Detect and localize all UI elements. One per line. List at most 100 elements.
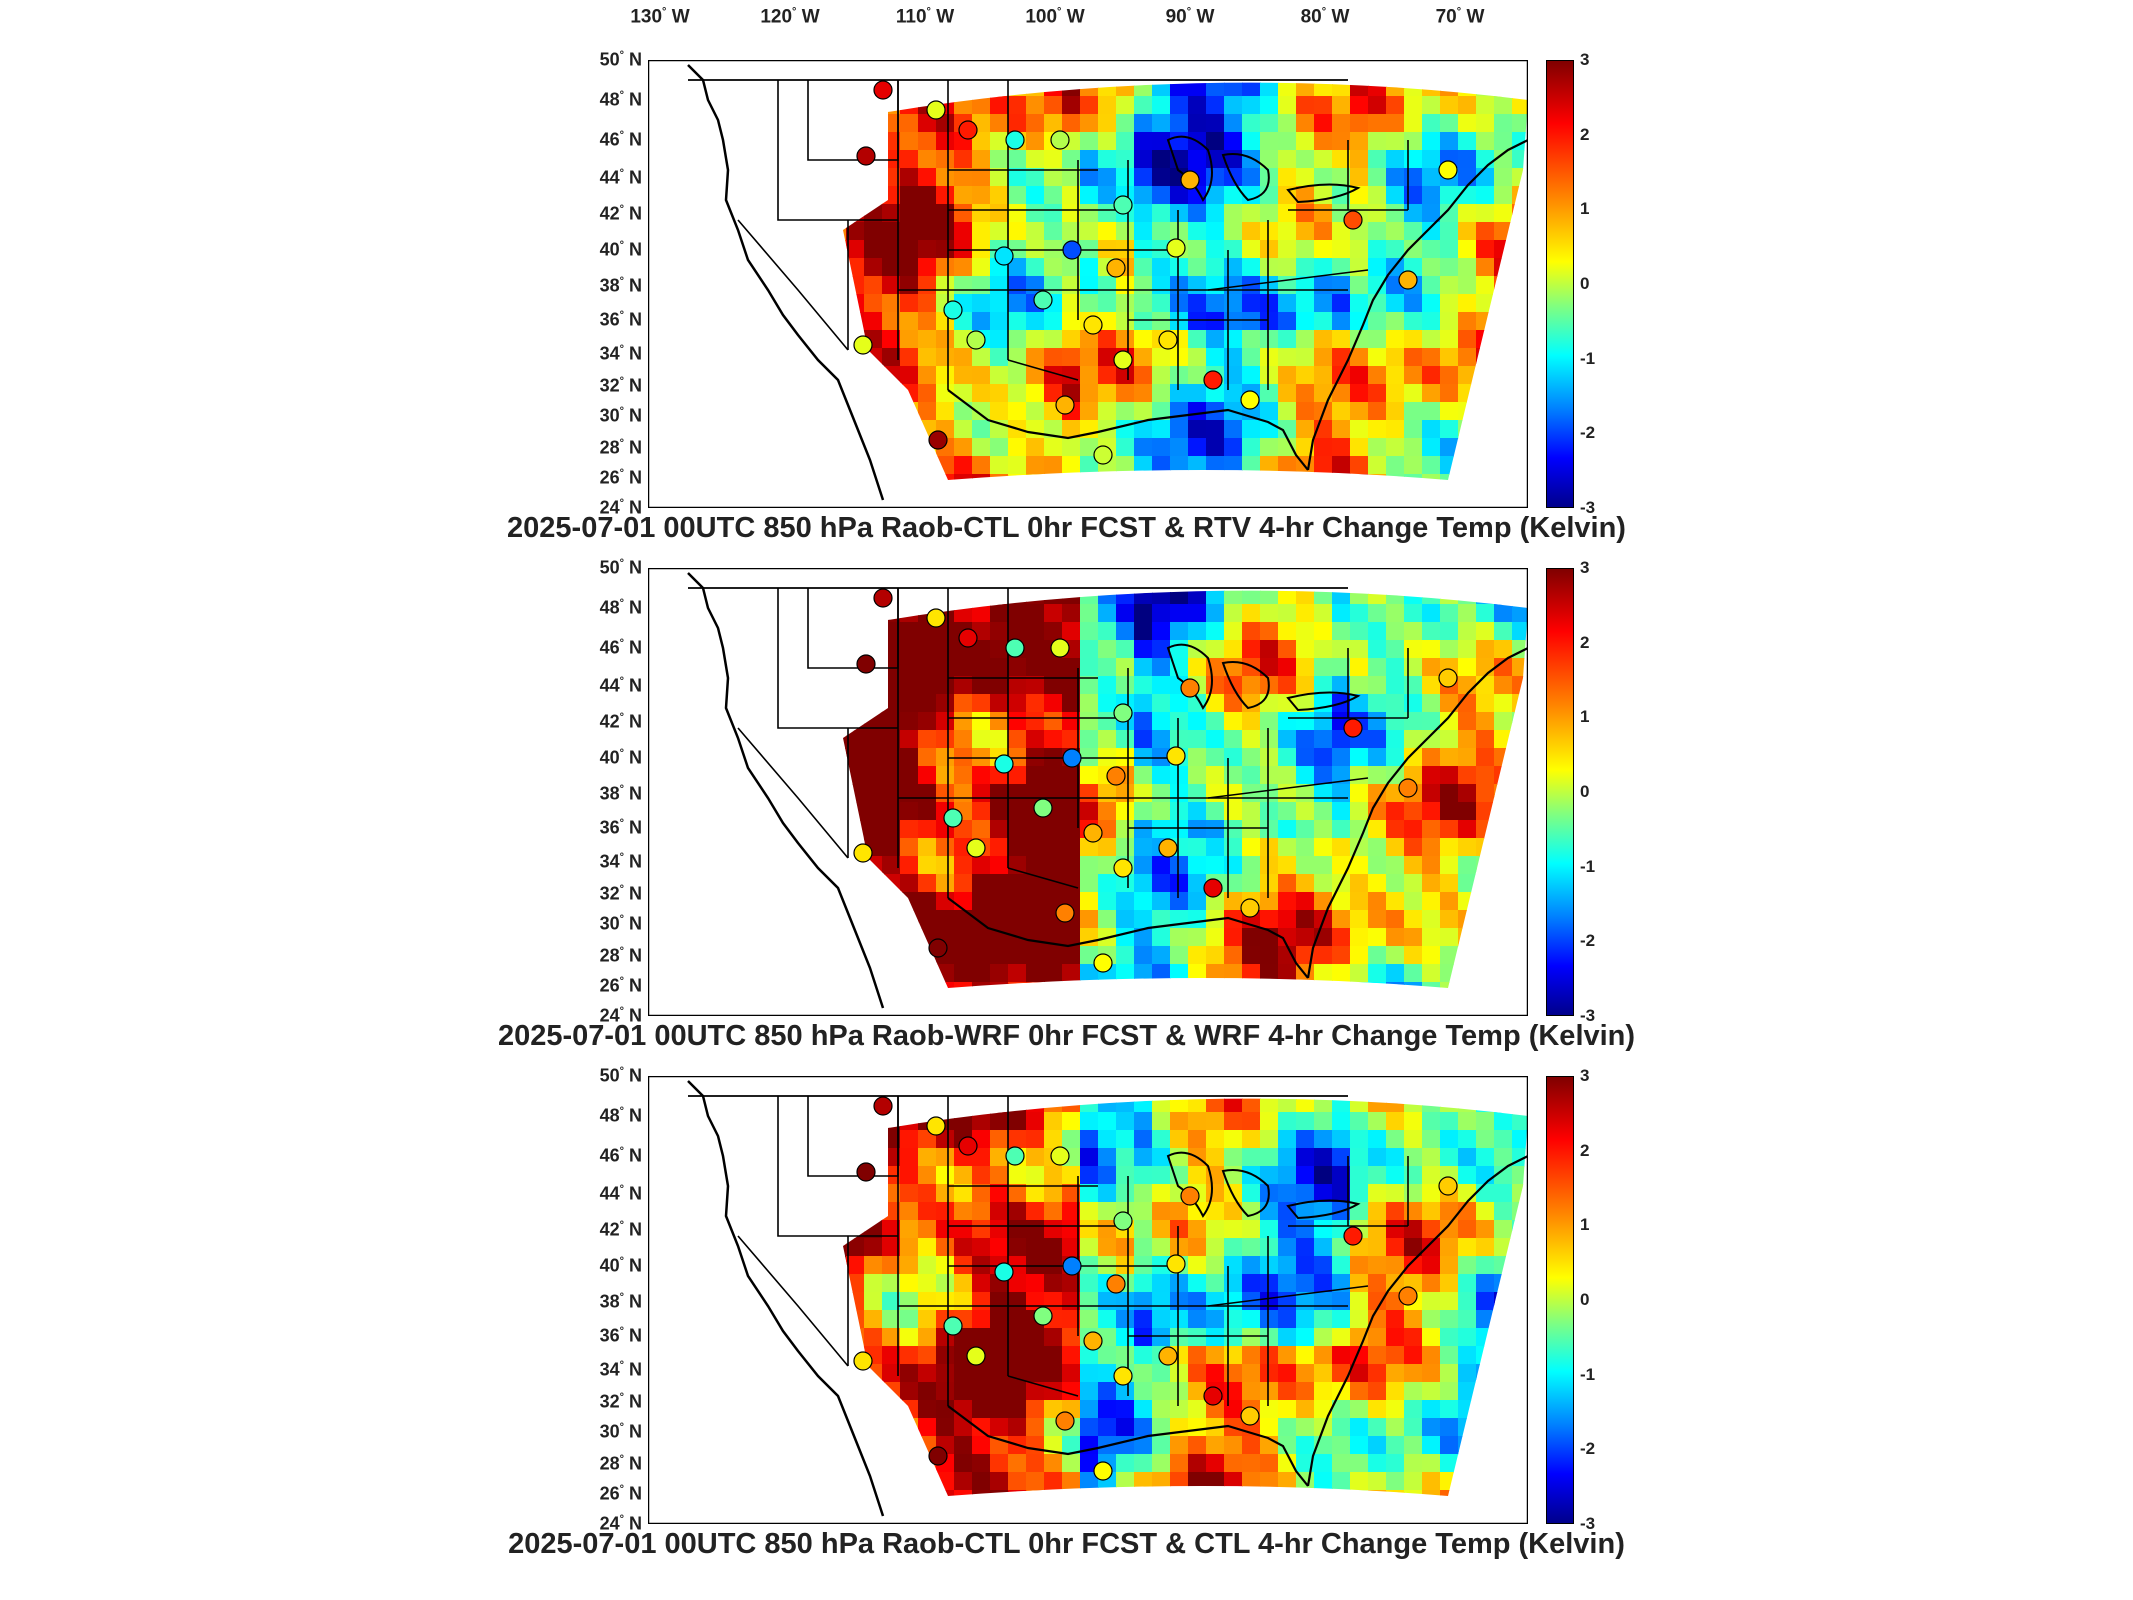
field-cell (1314, 1166, 1333, 1185)
field-cell (1404, 1346, 1423, 1365)
raob-station-marker (994, 1262, 1014, 1282)
field-cell (1026, 312, 1045, 331)
field-cell (1152, 258, 1171, 277)
field-cell (1440, 640, 1459, 659)
field-cell (1080, 96, 1099, 115)
field-cell (1008, 820, 1027, 839)
field-cell (1368, 892, 1387, 911)
field-cell (1440, 748, 1459, 767)
field-cell (972, 640, 991, 659)
field-cell (1188, 928, 1207, 947)
field-cell (972, 1274, 991, 1293)
field-cell (1350, 1098, 1369, 1113)
field-cell (1278, 204, 1297, 223)
field-cell (1008, 874, 1027, 893)
field-cell (1422, 276, 1441, 295)
field-cell (1152, 676, 1171, 695)
field-cell (1206, 1256, 1225, 1275)
field-cell (1080, 1472, 1099, 1491)
field-cell (1458, 820, 1477, 839)
field-cell (1008, 1112, 1027, 1131)
field-cell (1368, 150, 1387, 169)
raob-station-marker (926, 608, 946, 628)
field-cell (1260, 856, 1279, 875)
field-cell (1386, 622, 1405, 641)
state-boundary (1207, 777, 1369, 799)
field-cell (1404, 1472, 1423, 1491)
field-cell (936, 366, 955, 385)
lat-tick-label: 36° N (599, 1325, 642, 1346)
field-cell (918, 766, 937, 785)
raob-station-marker (1033, 1306, 1053, 1326)
field-cell (1242, 186, 1261, 205)
field-cell (882, 748, 901, 767)
field-cell (843, 222, 847, 241)
field-cell (1458, 604, 1477, 623)
map-panel-1: 50° N 48° N 46° N 44° N 42° N 40° N 38° N 36° N… (0, 50, 2133, 570)
field-cell (1404, 1148, 1423, 1167)
field-cell (1134, 1112, 1153, 1131)
field-cell (1494, 640, 1513, 659)
field-cell (1260, 348, 1279, 367)
field-cell (846, 1238, 865, 1257)
field-cell (1206, 784, 1225, 803)
field-cell (1134, 856, 1153, 875)
field-cell (1098, 1238, 1117, 1257)
field-cell (1350, 312, 1369, 331)
field-cell (1134, 114, 1153, 133)
field-cell (1026, 1274, 1045, 1293)
field-cell (936, 856, 955, 875)
field-cell (1278, 438, 1297, 457)
field-cell (1422, 1256, 1441, 1275)
field-cell (1440, 96, 1459, 115)
lat-tick-label: 44° N (599, 675, 642, 696)
field-cell (1440, 1310, 1459, 1329)
field-cell (1116, 1382, 1135, 1401)
colorbar (1546, 60, 1574, 508)
field-cell (1422, 946, 1441, 965)
field-cell (1368, 1220, 1387, 1239)
field-cell (1098, 856, 1117, 875)
field-cell (1260, 712, 1279, 731)
field-cell (1062, 96, 1081, 115)
field-cell (1260, 1400, 1279, 1419)
field-cell (1134, 964, 1153, 983)
field-cell (1116, 802, 1135, 821)
field-cell (1224, 1202, 1243, 1221)
field-cell (1134, 1346, 1153, 1365)
state-boundary (737, 219, 849, 351)
field-cell (882, 802, 901, 821)
field-cell (1188, 590, 1207, 605)
field-cell (1404, 676, 1423, 695)
field-cell (1260, 402, 1279, 421)
field-cell (1134, 1130, 1153, 1149)
field-cell (1440, 402, 1459, 421)
field-cell (1188, 294, 1207, 313)
field-cell (1188, 1166, 1207, 1185)
field-cell (1098, 676, 1117, 695)
field-cell (1134, 420, 1153, 439)
field-cell (1404, 1382, 1423, 1401)
field-cell (1008, 658, 1027, 677)
field-cell (1008, 1400, 1027, 1419)
field-cell (1422, 438, 1441, 457)
field-cell (1152, 946, 1171, 965)
field-cell (1242, 694, 1261, 713)
field-cell (954, 892, 973, 911)
field-cell (1386, 1400, 1405, 1419)
lat-tick-label: 44° N (599, 1183, 642, 1204)
field-cell (1422, 114, 1441, 133)
field-cell (1368, 1472, 1387, 1491)
field-cell (1332, 240, 1351, 259)
field-cell (1440, 694, 1459, 713)
field-cell (918, 1400, 937, 1419)
east-coastline (1306, 647, 1528, 979)
field-cell (1278, 730, 1297, 749)
field-cell (864, 784, 883, 803)
field-cell (1080, 802, 1099, 821)
field-cell (882, 312, 901, 331)
field-cell (1296, 676, 1315, 695)
colorbar (1546, 1076, 1574, 1524)
field-cell (1206, 766, 1225, 785)
field-cell (1134, 456, 1153, 475)
